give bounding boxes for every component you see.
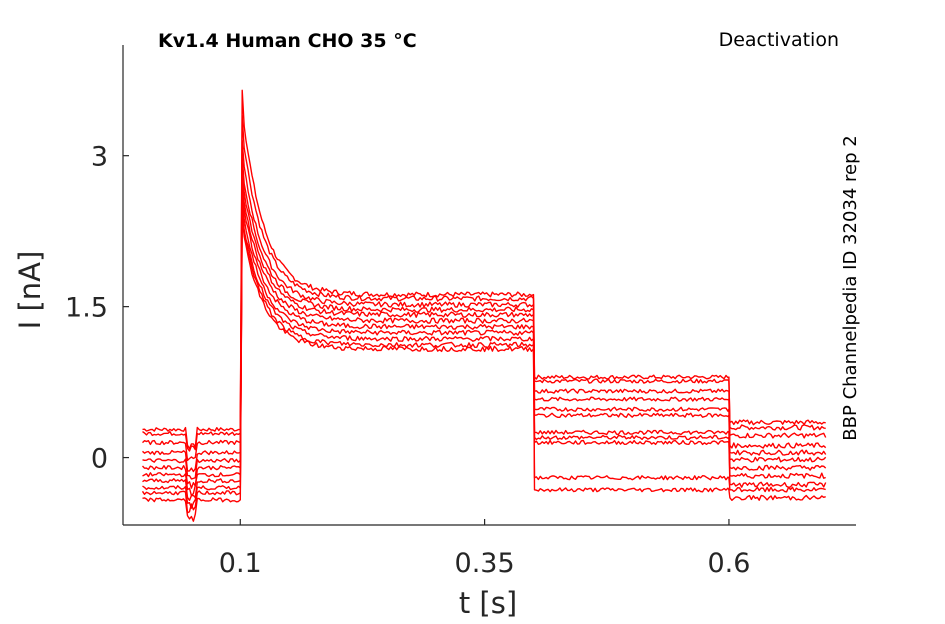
current-trace (142, 197, 826, 501)
x-tick-label: 0.35 (455, 548, 515, 579)
current-trace (141, 210, 826, 514)
current-trace (142, 205, 827, 509)
x-axis-label: t [s] (459, 586, 517, 620)
y-tick-label: 3 (91, 142, 108, 173)
x-tick-label: 0.6 (707, 548, 750, 579)
y-axis-label: I [nA] (13, 251, 47, 330)
current-traces (141, 89, 827, 522)
source-label: BBP Channelpedia ID 32034 rep 2 (840, 135, 861, 440)
current-trace (142, 187, 827, 497)
current-trace (142, 89, 826, 450)
current-trace (142, 167, 827, 480)
y-tick-label: 1.5 (65, 293, 108, 324)
current-trace (142, 114, 826, 452)
x-tick-label: 0.1 (219, 548, 262, 579)
current-trace (142, 139, 827, 462)
y-tick-label: 0 (91, 444, 108, 475)
current-trace (142, 155, 827, 473)
chart-title: Kv1.4 Human CHO 35 °C (158, 30, 417, 52)
protocol-label: Deactivation (719, 29, 839, 51)
axes: 0.1 0.35 0.6 0 1.5 3 (65, 45, 856, 579)
current-trace (141, 177, 827, 489)
current-trace (142, 215, 826, 522)
